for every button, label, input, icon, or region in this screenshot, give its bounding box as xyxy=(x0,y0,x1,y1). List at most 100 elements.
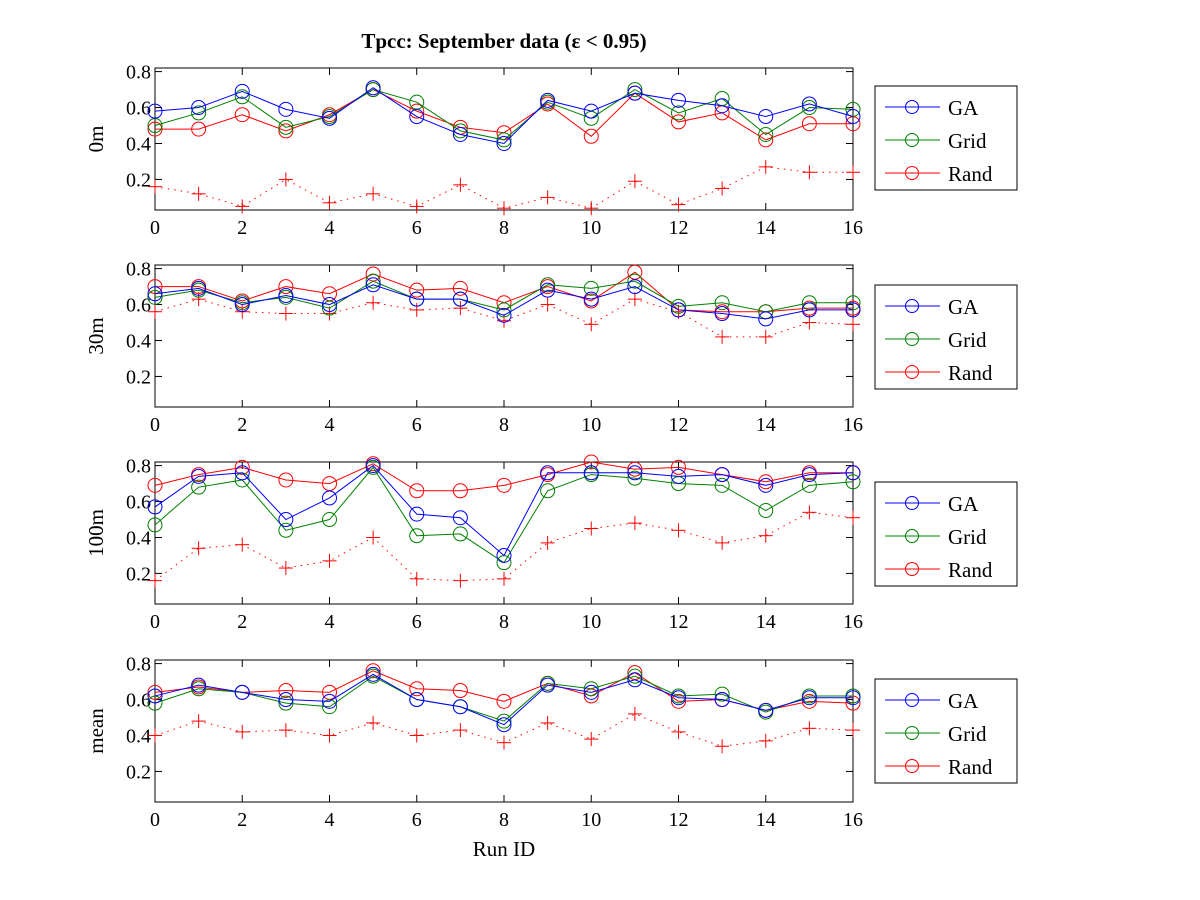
data-point-rand-10 xyxy=(583,454,599,470)
data-point-rand-7 xyxy=(452,683,468,699)
data-point-grid-9 xyxy=(540,277,556,293)
data-point-grid-15 xyxy=(801,477,817,493)
y-tick-label: 0.2 xyxy=(126,563,151,585)
data-point-baseline-16 xyxy=(846,165,860,180)
subplot-30m: 0 2 4 6 8 10 12 14 16 0.2 0.4 0.6 0.8 30m xyxy=(84,259,863,436)
data-point-baseline-1 xyxy=(191,714,206,729)
legend-marker-circle-icon xyxy=(905,693,919,707)
y-tick-label: 0.8 xyxy=(126,654,151,676)
data-point-baseline-3 xyxy=(278,172,293,187)
x-tick-label: 6 xyxy=(412,611,422,633)
x-tick-label: 16 xyxy=(843,414,863,436)
data-point-baseline-1 xyxy=(191,292,206,307)
data-point-grid-0 xyxy=(147,695,163,711)
data-point-rand-6 xyxy=(409,282,425,298)
data-point-ga-8 xyxy=(496,717,512,733)
data-point-ga-11 xyxy=(627,672,643,688)
data-point-ga-10 xyxy=(583,465,599,481)
data-point-ga-10 xyxy=(583,103,599,119)
data-point-rand-6 xyxy=(409,681,425,697)
axes-frame xyxy=(154,264,854,408)
x-tick-label: 0 xyxy=(150,414,160,436)
data-point-ga-3 xyxy=(278,692,294,708)
data-point-rand-11 xyxy=(627,461,643,477)
x-tick-label: 6 xyxy=(412,809,422,831)
data-point-baseline-3 xyxy=(278,723,293,738)
data-point-baseline-13 xyxy=(715,329,730,344)
data-point-grid-4 xyxy=(322,512,337,528)
data-point-grid-6 xyxy=(409,528,425,544)
data-point-ga-9 xyxy=(540,677,556,693)
data-point-rand-3 xyxy=(278,123,294,139)
data-point-baseline-1 xyxy=(191,186,206,201)
data-point-rand-12 xyxy=(671,693,686,709)
x-tick-label: 12 xyxy=(669,611,689,633)
series-line-baseline xyxy=(154,511,854,582)
data-point-ga-12 xyxy=(671,690,686,706)
data-point-baseline-0 xyxy=(148,573,162,588)
data-point-grid-3 xyxy=(278,695,294,711)
data-point-ga-8 xyxy=(496,547,512,563)
data-point-ga-8 xyxy=(496,307,512,323)
x-tick-label: 12 xyxy=(669,414,689,436)
data-point-baseline-2 xyxy=(235,199,250,214)
legend-item-rand: Rand xyxy=(885,558,993,582)
series-line-grid xyxy=(154,88,854,141)
data-point-baseline-15 xyxy=(802,315,817,330)
data-point-rand-8 xyxy=(496,477,512,493)
legend-label: Grid xyxy=(948,722,987,746)
data-point-ga-0 xyxy=(147,103,163,119)
data-point-baseline-8 xyxy=(497,735,511,750)
data-point-baseline-10 xyxy=(584,201,599,216)
legend-item-rand: Rand xyxy=(885,162,993,186)
legend-marker-circle-icon xyxy=(905,529,919,543)
legend-label: Rand xyxy=(948,162,993,186)
data-point-baseline-6 xyxy=(409,199,424,214)
data-point-ga-8 xyxy=(496,135,512,151)
legend-label: Grid xyxy=(948,525,987,549)
y-tick-label: 0.6 xyxy=(126,295,151,317)
data-point-grid-11 xyxy=(627,470,643,486)
legend-label: Rand xyxy=(948,558,993,582)
series-baseline xyxy=(148,159,860,216)
data-point-ga-4 xyxy=(322,490,337,506)
data-point-ga-16 xyxy=(845,109,861,125)
data-point-grid-5 xyxy=(365,273,381,289)
data-point-baseline-14 xyxy=(758,159,773,174)
data-point-rand-14 xyxy=(758,132,774,148)
data-point-rand-15 xyxy=(801,116,817,132)
legend-label: GA xyxy=(948,295,979,319)
data-point-ga-3 xyxy=(278,101,294,117)
x-tick-label: 14 xyxy=(756,809,776,831)
series-line-ga xyxy=(154,87,854,145)
data-point-baseline-15 xyxy=(802,165,817,180)
data-point-rand-1 xyxy=(191,121,207,137)
data-point-grid-8 xyxy=(496,713,512,729)
y-axis-label: mean xyxy=(84,708,108,754)
data-point-grid-2 xyxy=(234,89,250,105)
data-point-ga-5 xyxy=(365,277,381,293)
series-line-baseline xyxy=(154,298,854,338)
legend-item-ga: GA xyxy=(885,96,979,120)
data-point-grid-0 xyxy=(147,289,163,305)
data-point-ga-7 xyxy=(452,510,468,526)
legend-label: GA xyxy=(948,689,979,713)
x-tick-label: 8 xyxy=(499,611,509,633)
data-point-ga-11 xyxy=(627,465,643,481)
data-point-baseline-3 xyxy=(278,306,293,321)
y-tick-label: 0.8 xyxy=(126,456,151,478)
data-point-ga-15 xyxy=(801,96,817,112)
data-point-grid-14 xyxy=(758,127,774,143)
legend-marker-circle-icon xyxy=(905,759,919,773)
x-tick-label: 16 xyxy=(843,217,863,239)
x-tick-label: 0 xyxy=(150,611,160,633)
data-point-ga-13 xyxy=(714,467,730,483)
data-point-grid-10 xyxy=(583,280,599,296)
data-point-ga-1 xyxy=(191,280,207,296)
data-point-ga-2 xyxy=(234,684,250,700)
data-point-baseline-15 xyxy=(802,505,817,520)
y-tick-label: 0.6 xyxy=(126,690,151,712)
x-tick-label: 12 xyxy=(669,809,689,831)
data-point-grid-11 xyxy=(627,273,643,289)
axes-frame xyxy=(154,67,854,211)
